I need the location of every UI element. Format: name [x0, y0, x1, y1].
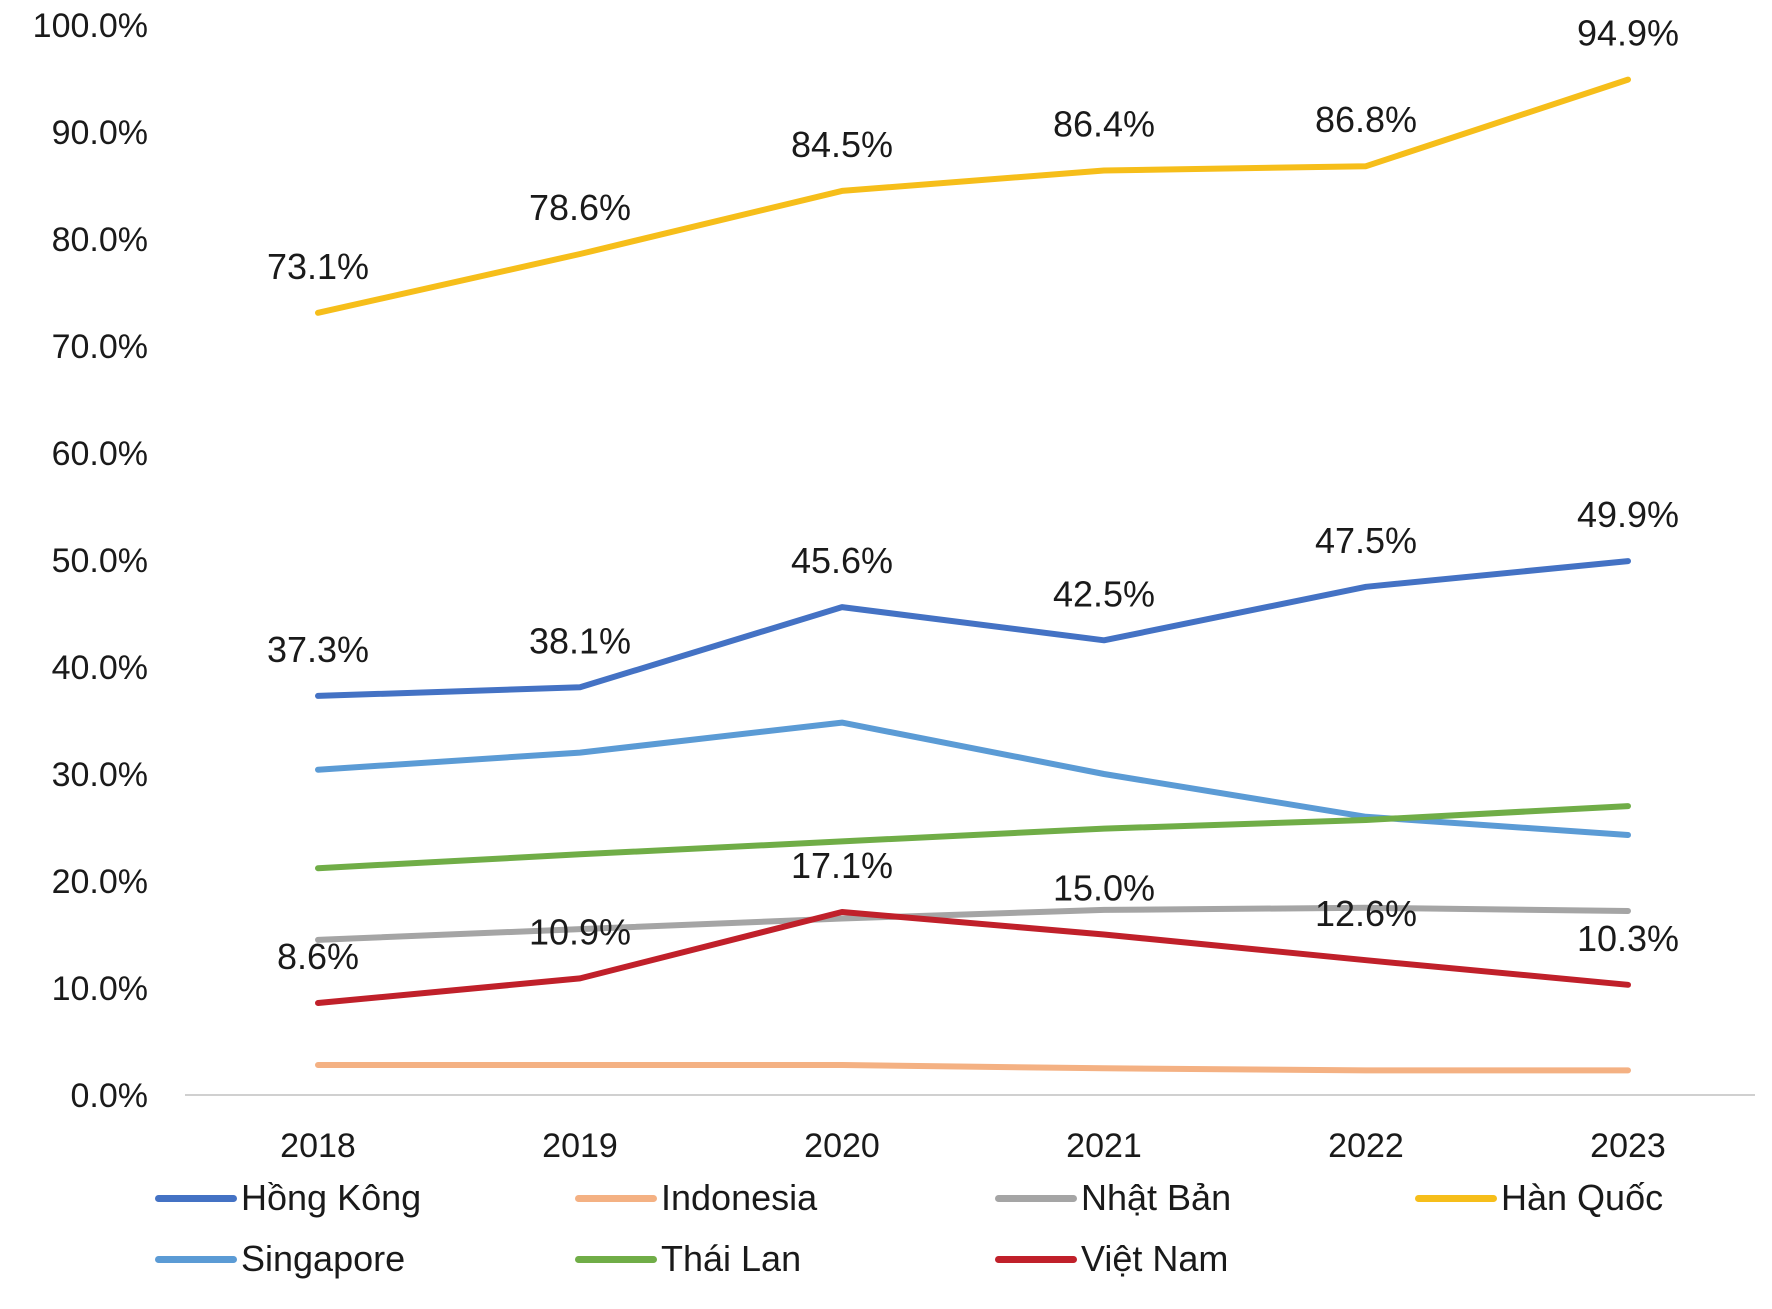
data-label: 42.5%	[1053, 573, 1155, 614]
x-tick-label: 2020	[804, 1127, 880, 1165]
y-tick-label: 0.0%	[71, 1077, 149, 1115]
data-label: 86.4%	[1053, 104, 1155, 145]
x-tick-label: 2018	[280, 1127, 356, 1165]
data-label: 8.6%	[277, 936, 359, 977]
y-tick-label: 20.0%	[52, 863, 148, 901]
data-label: 49.9%	[1577, 494, 1679, 535]
data-label: 10.3%	[1577, 918, 1679, 959]
y-tick-label: 50.0%	[52, 542, 148, 580]
y-tick-label: 80.0%	[52, 221, 148, 259]
x-tick-label: 2021	[1066, 1127, 1142, 1165]
y-tick-label: 90.0%	[52, 114, 148, 152]
data-label: 15.0%	[1053, 868, 1155, 909]
data-label: 84.5%	[791, 124, 893, 165]
series-line-thái-lan	[315, 803, 1631, 872]
data-label: 78.6%	[529, 187, 631, 228]
data-label: 10.9%	[529, 911, 631, 952]
series-line-hồng-kông	[315, 558, 1631, 699]
data-label: 12.6%	[1315, 893, 1417, 934]
data-label: 73.1%	[267, 246, 369, 287]
data-label: 37.3%	[267, 629, 369, 670]
x-tick-label: 2023	[1590, 1127, 1666, 1165]
y-axis: 0.0% 10.0% 20.0% 30.0% 40.0% 50.0% 60.0% 70.0% 8…	[33, 7, 148, 1115]
y-tick-label: 30.0%	[52, 756, 148, 794]
y-tick-label: 40.0%	[52, 649, 148, 687]
y-tick-label: 60.0%	[52, 435, 148, 473]
data-label: 38.1%	[529, 620, 631, 661]
data-label: 17.1%	[791, 845, 893, 886]
series-line-indonesia	[315, 1062, 1631, 1074]
x-axis: 2018 2019 2020 2021 2022 2023	[280, 1127, 1666, 1165]
y-tick-label: 10.0%	[52, 970, 148, 1008]
data-label: 86.8%	[1315, 99, 1417, 140]
data-labels: 37.3% 38.1% 45.6% 42.5% 47.5% 49.9% 73.1% 78.6%…	[267, 13, 1679, 977]
series-line-nhật-bản	[315, 904, 1631, 943]
data-label: 45.6%	[791, 540, 893, 581]
x-tick-label: 2019	[542, 1127, 618, 1165]
y-tick-label: 100.0%	[33, 7, 148, 45]
series-line-việt-nam	[315, 909, 1631, 1006]
data-label: 94.9%	[1577, 13, 1679, 54]
y-tick-label: 70.0%	[52, 328, 148, 366]
x-tick-label: 2022	[1328, 1127, 1404, 1165]
series-line-hàn-quốc	[315, 76, 1631, 316]
data-label: 47.5%	[1315, 520, 1417, 561]
series-lines	[315, 76, 1631, 1074]
